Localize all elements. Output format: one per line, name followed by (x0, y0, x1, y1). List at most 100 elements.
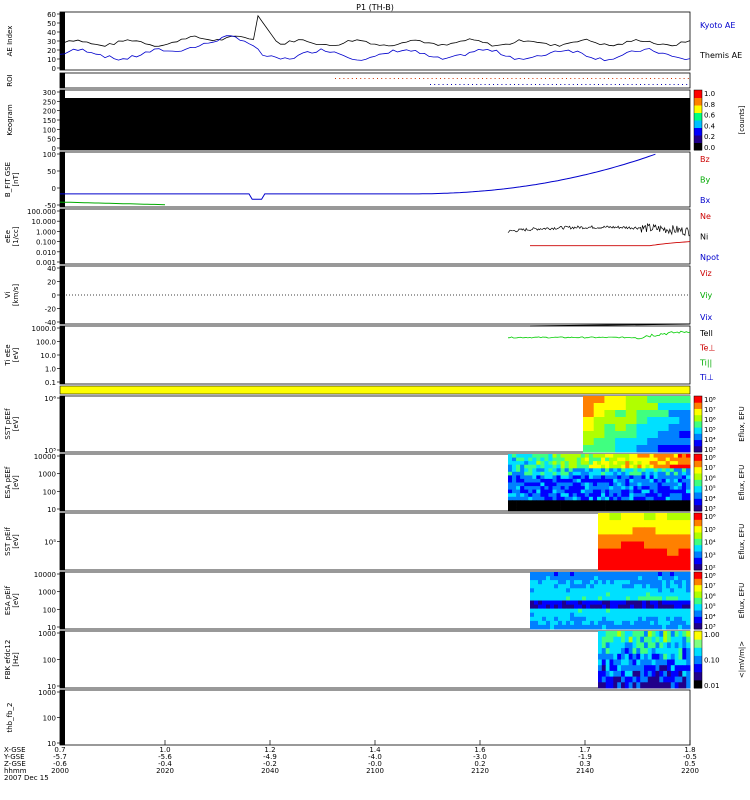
heat-cell (641, 493, 646, 498)
heat-cell (613, 670, 618, 677)
y-axis-unit: [eV] (12, 475, 20, 490)
heat-cell (636, 445, 648, 453)
heat-cell (605, 461, 610, 466)
colorbar-tick: 10⁴ (704, 613, 716, 621)
heat-cell (674, 608, 679, 614)
heat-cell (681, 486, 687, 491)
heat-cell (554, 584, 559, 589)
heat-cell (650, 592, 655, 597)
heat-cell (653, 475, 658, 480)
heat-cell (666, 612, 671, 618)
heat-cell (657, 486, 662, 491)
heat-cell (546, 624, 551, 630)
y-tick-label: 10 (47, 683, 56, 691)
heat-cell (661, 478, 667, 483)
ae-kyoto-line (59, 35, 691, 62)
heat-cell (673, 468, 679, 473)
heat-cell (572, 475, 578, 480)
heat-cell (617, 486, 622, 491)
heat-cell (621, 534, 633, 542)
heat-cell (568, 471, 574, 476)
heat-cell (654, 588, 659, 593)
heat-cell (556, 507, 561, 512)
heat-cell (632, 520, 645, 528)
heat-cell (622, 608, 627, 614)
panel-esa_i: ESA pEif [eV]1010010001000010³10⁴10⁵10⁶10… (4, 571, 746, 632)
heat-cell (677, 457, 683, 462)
y-tick-label: -40 (45, 319, 56, 327)
heat-cell (590, 576, 595, 581)
heat-cell (625, 424, 637, 432)
heat-cell (654, 600, 659, 605)
panel-flag-bar (59, 385, 691, 395)
roi-dot (347, 78, 349, 79)
y-axis-unit: [km/s] (12, 284, 20, 307)
heat-cell (583, 424, 595, 432)
heat-cell (601, 471, 606, 476)
x-tick-label: 2000 (51, 767, 69, 775)
heat-cell (673, 461, 679, 466)
roi-dot (574, 78, 576, 79)
heat-cell (681, 461, 687, 466)
heat-cell (578, 580, 583, 585)
heat-cell (508, 471, 513, 476)
xaxis-row-label: Z-GSE (4, 760, 26, 768)
heat-cell (657, 403, 669, 411)
legend-entry: Tell (699, 329, 713, 338)
heat-cell (609, 534, 622, 542)
heat-cell (516, 496, 521, 501)
heat-cell (649, 489, 654, 494)
heat-cell (544, 482, 549, 487)
heat-cell (550, 576, 555, 581)
y-axis-label: B_FIT GSE (4, 162, 12, 197)
heat-cell (682, 624, 687, 630)
heat-cell (556, 464, 561, 469)
heat-cell (586, 604, 591, 610)
heat-cell (640, 659, 645, 666)
heat-cell (617, 636, 622, 643)
colorbar-segment (694, 473, 702, 480)
y-axis-unit: [eV] (12, 347, 20, 362)
heat-cell (674, 670, 679, 677)
legend-entry: Ni (700, 233, 708, 242)
heat-cell (686, 682, 691, 689)
heat-cell (624, 682, 629, 689)
roi-dot (524, 78, 525, 79)
heat-cell (678, 513, 691, 521)
heat-cell (544, 457, 549, 462)
colorbar-label: Eflux, EFU (738, 465, 746, 500)
heat-cell (568, 489, 574, 494)
heat-cell (670, 620, 675, 626)
heat-cell (604, 424, 616, 432)
heat-cell (520, 489, 525, 494)
heat-cell (548, 454, 553, 458)
heat-cell (677, 461, 683, 466)
heat-cell (614, 580, 619, 585)
heat-cell (609, 682, 614, 689)
heat-cell (677, 493, 683, 498)
heat-cell (645, 468, 650, 473)
heat-cell (542, 608, 547, 614)
roi-dot (419, 78, 420, 79)
panel-frame (59, 630, 691, 689)
roi-dot (528, 78, 530, 79)
heat-cell (562, 580, 567, 585)
heat-cell (633, 486, 638, 491)
heat-cell (568, 503, 574, 508)
heat-cell (592, 507, 598, 512)
roi-dot (410, 78, 412, 79)
heat-cell (544, 489, 549, 494)
heat-cell (572, 507, 578, 512)
heat-cell (637, 478, 642, 483)
xaxis-value: -0.2 (263, 760, 277, 768)
heat-cell (597, 475, 602, 480)
heat-cell (666, 604, 671, 610)
heat-cell (686, 659, 691, 666)
colorbar-segment (694, 647, 702, 656)
heat-cell (669, 496, 675, 501)
heat-cell (647, 642, 652, 649)
heat-cell (588, 482, 594, 487)
colorbar-segment (694, 427, 702, 434)
heat-cell (674, 584, 679, 589)
heat-cell (540, 478, 545, 483)
